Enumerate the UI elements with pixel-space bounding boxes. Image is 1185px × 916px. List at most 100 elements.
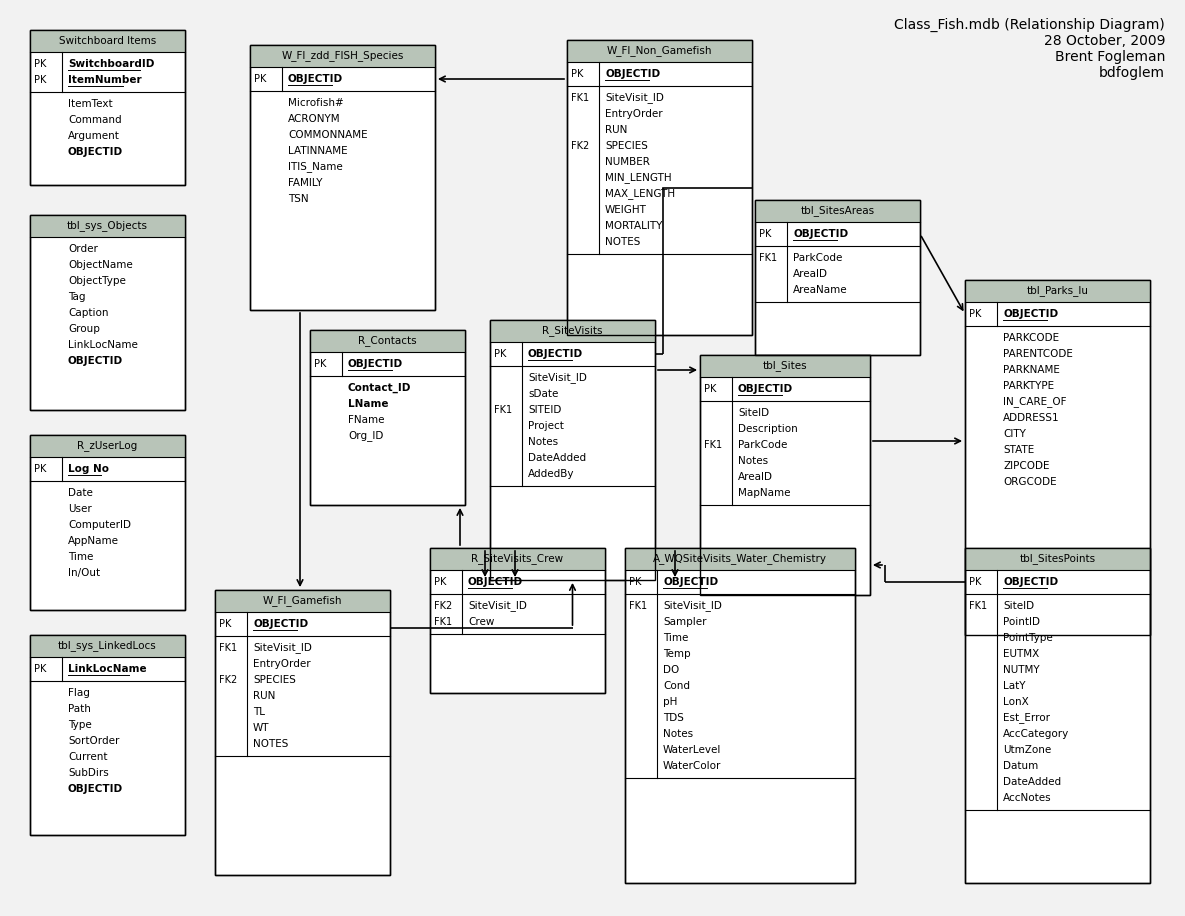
Text: FK1: FK1 bbox=[969, 601, 987, 611]
Text: SPECIES: SPECIES bbox=[606, 141, 648, 151]
Text: MapName: MapName bbox=[738, 488, 790, 498]
Text: SPECIES: SPECIES bbox=[254, 675, 296, 685]
Text: WEIGHT: WEIGHT bbox=[606, 205, 647, 215]
Text: OBJECTID: OBJECTID bbox=[793, 229, 848, 239]
Text: Flag: Flag bbox=[68, 688, 90, 698]
Text: Notes: Notes bbox=[529, 437, 558, 447]
Bar bbox=[250, 45, 435, 310]
Text: Group: Group bbox=[68, 324, 100, 334]
Text: NUMBER: NUMBER bbox=[606, 157, 649, 167]
Text: RUN: RUN bbox=[606, 125, 627, 135]
Text: NUTMY: NUTMY bbox=[1003, 665, 1039, 675]
Text: tbl_SitesPoints: tbl_SitesPoints bbox=[1019, 553, 1096, 564]
Text: FK2: FK2 bbox=[571, 141, 589, 151]
Text: Sampler: Sampler bbox=[662, 617, 706, 627]
Text: OBJECTID: OBJECTID bbox=[68, 356, 123, 366]
Text: SubDirs: SubDirs bbox=[68, 768, 109, 778]
Bar bbox=[430, 548, 606, 693]
Text: ComputerID: ComputerID bbox=[68, 520, 132, 530]
Text: SiteVisit_ID: SiteVisit_ID bbox=[529, 373, 587, 384]
Text: tbl_Sites: tbl_Sites bbox=[763, 361, 807, 372]
Text: SiteVisit_ID: SiteVisit_ID bbox=[606, 93, 664, 104]
Text: LatY: LatY bbox=[1003, 681, 1025, 691]
Text: MIN_LENGTH: MIN_LENGTH bbox=[606, 172, 672, 183]
Text: Path: Path bbox=[68, 704, 91, 714]
Text: OBJECTID: OBJECTID bbox=[68, 147, 123, 157]
Bar bbox=[430, 548, 606, 693]
Bar bbox=[30, 30, 185, 185]
Text: SiteID: SiteID bbox=[1003, 601, 1035, 611]
Text: OBJECTID: OBJECTID bbox=[1003, 309, 1058, 319]
Text: FK1: FK1 bbox=[571, 93, 589, 103]
Text: ParkCode: ParkCode bbox=[793, 253, 843, 263]
Text: PK: PK bbox=[254, 74, 267, 84]
Bar bbox=[755, 200, 920, 222]
Text: IN_CARE_OF: IN_CARE_OF bbox=[1003, 397, 1066, 408]
Text: WaterColor: WaterColor bbox=[662, 761, 722, 771]
Text: LonX: LonX bbox=[1003, 697, 1029, 707]
Text: PK: PK bbox=[314, 359, 326, 369]
Text: Order: Order bbox=[68, 244, 98, 254]
Text: FK1: FK1 bbox=[219, 643, 237, 653]
Bar bbox=[30, 635, 185, 835]
Text: ITIS_Name: ITIS_Name bbox=[288, 161, 342, 172]
Bar bbox=[491, 320, 655, 580]
Bar bbox=[491, 320, 655, 342]
Text: OBJECTID: OBJECTID bbox=[468, 577, 523, 587]
Bar bbox=[30, 215, 185, 410]
Bar bbox=[491, 320, 655, 580]
Text: ORGCODE: ORGCODE bbox=[1003, 477, 1057, 487]
Text: WaterLevel: WaterLevel bbox=[662, 745, 722, 755]
Text: OBJECTID: OBJECTID bbox=[738, 384, 793, 394]
Bar bbox=[214, 590, 390, 875]
Text: FK1: FK1 bbox=[629, 601, 647, 611]
Text: Argument: Argument bbox=[68, 131, 120, 141]
Text: PointID: PointID bbox=[1003, 617, 1040, 627]
Text: SwitchboardID: SwitchboardID bbox=[68, 59, 154, 69]
Bar bbox=[566, 40, 752, 335]
Text: W_FI_Non_Gamefish: W_FI_Non_Gamefish bbox=[607, 46, 712, 57]
Text: User: User bbox=[68, 504, 91, 514]
Text: AccCategory: AccCategory bbox=[1003, 729, 1069, 739]
Text: PK: PK bbox=[434, 577, 447, 587]
Text: AppName: AppName bbox=[68, 536, 118, 546]
Bar bbox=[624, 548, 856, 883]
Text: In/Out: In/Out bbox=[68, 568, 100, 578]
Text: Command: Command bbox=[68, 115, 122, 125]
Bar bbox=[30, 215, 185, 410]
Text: EntryOrder: EntryOrder bbox=[254, 659, 310, 669]
Bar bbox=[30, 635, 185, 835]
Text: PK: PK bbox=[34, 464, 46, 474]
Bar bbox=[310, 330, 465, 505]
Text: MAX_LENGTH: MAX_LENGTH bbox=[606, 189, 675, 200]
Text: EntryOrder: EntryOrder bbox=[606, 109, 662, 119]
Text: ParkCode: ParkCode bbox=[738, 440, 787, 450]
Bar bbox=[755, 200, 920, 355]
Text: DateAdded: DateAdded bbox=[529, 453, 587, 463]
Text: Date: Date bbox=[68, 488, 92, 498]
Text: PK: PK bbox=[34, 59, 46, 69]
Text: FK1: FK1 bbox=[704, 440, 722, 450]
Text: Description: Description bbox=[738, 424, 798, 434]
Bar bbox=[965, 280, 1149, 635]
Text: PK: PK bbox=[629, 577, 641, 587]
Text: W_FI_Gamefish: W_FI_Gamefish bbox=[263, 595, 342, 606]
Text: Time: Time bbox=[68, 552, 94, 562]
Text: R_SiteVisits: R_SiteVisits bbox=[543, 325, 603, 336]
Text: PARKCODE: PARKCODE bbox=[1003, 333, 1059, 343]
Bar bbox=[624, 548, 856, 570]
Bar bbox=[965, 548, 1149, 883]
Text: SiteVisit_ID: SiteVisit_ID bbox=[254, 642, 312, 653]
Text: A_WQSiteVisits_Water_Chemistry: A_WQSiteVisits_Water_Chemistry bbox=[653, 553, 827, 564]
Text: W_FI_zdd_FISH_Species: W_FI_zdd_FISH_Species bbox=[281, 50, 404, 61]
Text: LATINNAME: LATINNAME bbox=[288, 146, 347, 156]
Text: Contact_ID: Contact_ID bbox=[348, 383, 411, 393]
Text: ItemText: ItemText bbox=[68, 99, 113, 109]
Text: Switchboard Items: Switchboard Items bbox=[59, 36, 156, 46]
Text: Log No: Log No bbox=[68, 464, 109, 474]
Text: FK2: FK2 bbox=[434, 601, 453, 611]
Bar bbox=[30, 30, 185, 185]
Bar bbox=[30, 30, 185, 52]
Text: Type: Type bbox=[68, 720, 91, 730]
Text: SiteID: SiteID bbox=[738, 408, 769, 418]
